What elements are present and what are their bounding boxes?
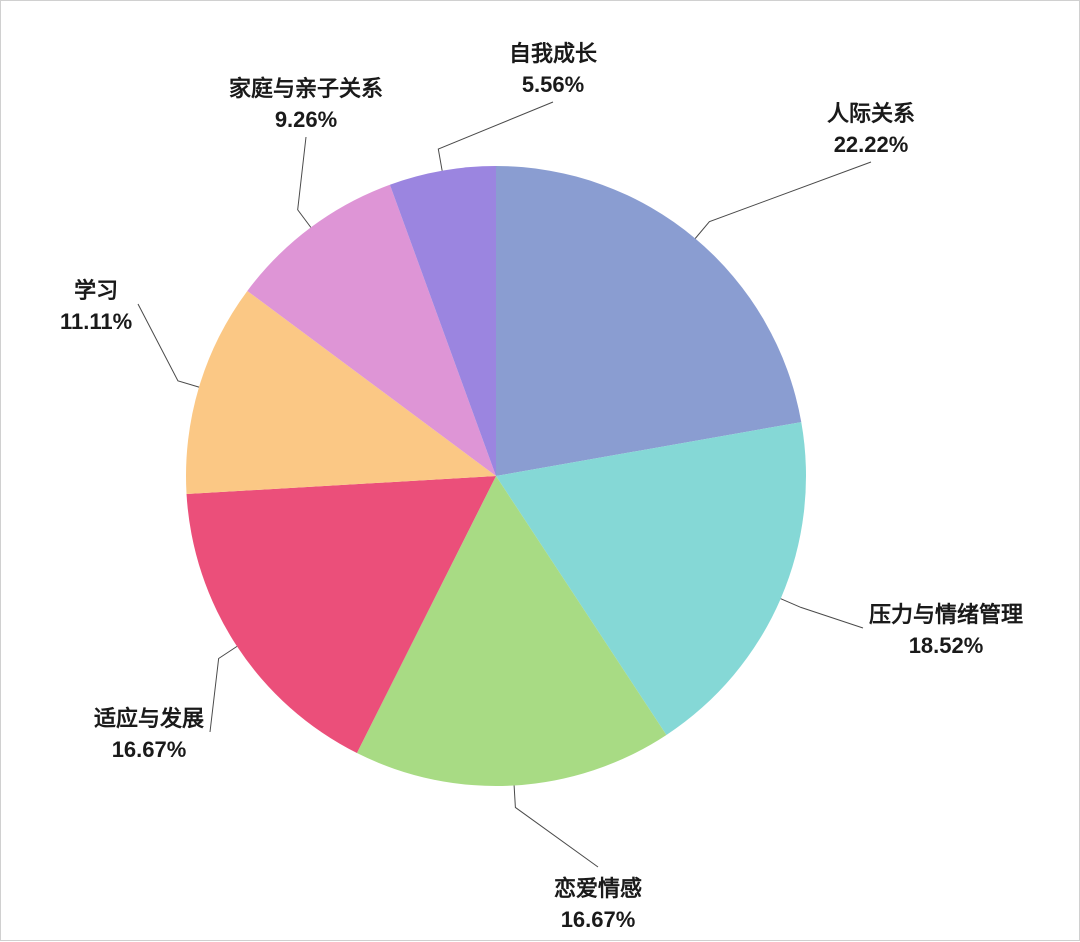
leader-line xyxy=(514,785,598,867)
pie-slice xyxy=(496,166,801,476)
slice-percentage: 22.22% xyxy=(827,132,915,158)
slice-name: 自我成长 xyxy=(509,36,597,68)
pie-chart-container: 人际关系 22.22% 压力与情绪管理 18.52% 恋爱情感 16.67% 适应与发展 16… xyxy=(1,1,1079,940)
pie-slice-label: 自我成长 5.56% xyxy=(509,36,597,98)
leader-line xyxy=(781,599,863,628)
pie-slice-label: 压力与情绪管理 18.52% xyxy=(869,597,1023,659)
slice-percentage: 16.67% xyxy=(94,737,204,763)
slice-name: 人际关系 xyxy=(827,96,915,128)
slice-name: 压力与情绪管理 xyxy=(869,597,1023,629)
slice-name: 恋爱情感 xyxy=(554,871,642,903)
slice-percentage: 18.52% xyxy=(869,633,1023,659)
slice-percentage: 16.67% xyxy=(554,907,642,933)
leader-line xyxy=(210,646,237,732)
pie-chart-svg xyxy=(1,1,1080,942)
pie-slice-label: 家庭与亲子关系 9.26% xyxy=(229,71,383,133)
slice-percentage: 5.56% xyxy=(509,72,597,98)
slice-percentage: 11.11% xyxy=(60,309,132,335)
slice-name: 适应与发展 xyxy=(94,701,204,733)
slice-name: 家庭与亲子关系 xyxy=(229,71,383,103)
leader-line xyxy=(438,102,553,171)
leader-line xyxy=(138,304,199,387)
slice-percentage: 9.26% xyxy=(229,107,383,133)
pie-slice-label: 学习 11.11% xyxy=(60,273,132,335)
slice-name: 学习 xyxy=(60,273,132,305)
pie-slice-label: 恋爱情感 16.67% xyxy=(554,871,642,933)
pie-slice-label: 适应与发展 16.67% xyxy=(94,701,204,763)
pie-slice-label: 人际关系 22.22% xyxy=(827,96,915,158)
leader-line xyxy=(298,137,311,227)
leader-line xyxy=(695,162,871,238)
